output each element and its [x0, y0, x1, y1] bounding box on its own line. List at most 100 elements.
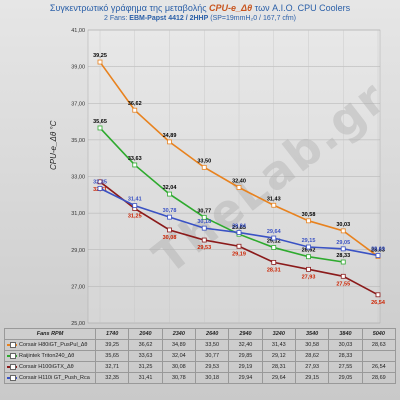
data-label: 34,89 — [163, 133, 177, 139]
data-point — [306, 218, 311, 224]
table-header-cell: 1740 — [94, 328, 130, 340]
data-label: 29,12 — [267, 239, 281, 245]
data-point — [306, 254, 311, 260]
table-cell: 30,08 — [161, 361, 196, 373]
table-cell: 29,05 — [328, 372, 363, 384]
legend-series-name: Corsair H100iGTX_Δθ — [4, 361, 96, 373]
data-point — [97, 125, 103, 131]
data-label: 30,03 — [336, 222, 350, 228]
data-label: 30,58 — [302, 212, 316, 218]
data-label: 30,18 — [197, 219, 211, 225]
data-label: 35,65 — [93, 119, 107, 125]
data-point — [340, 259, 346, 265]
data-label: 32,04 — [163, 185, 178, 191]
data-label: 26,54 — [371, 300, 386, 306]
table-cell — [361, 350, 397, 362]
table-cell: 28,63 — [361, 339, 397, 351]
data-label: 29,15 — [302, 238, 316, 244]
data-point — [236, 185, 242, 190]
table-cell: 28,69 — [361, 372, 397, 384]
data-point — [97, 179, 103, 185]
table-header-cell: 3240 — [261, 328, 296, 340]
data-point — [306, 244, 311, 250]
table-header-cell: 2040 — [128, 328, 163, 340]
table-header-cell: 3540 — [294, 328, 330, 340]
data-label: 29,94 — [232, 224, 247, 230]
data-point — [340, 273, 346, 279]
table-cell: 27,93 — [294, 361, 330, 373]
table-cell: 26,54 — [361, 361, 397, 373]
data-point — [132, 107, 138, 113]
data-label: 28,62 — [302, 248, 316, 254]
table-cell: 28,33 — [328, 350, 363, 362]
data-label: 28,33 — [336, 253, 350, 259]
table-header-cell: 2940 — [228, 328, 263, 340]
table-cell: 29,94 — [228, 372, 263, 384]
data-label: 29,19 — [232, 251, 246, 257]
table-cell: 36,62 — [128, 339, 163, 351]
data-point — [201, 164, 207, 170]
data-label: 31,43 — [267, 196, 281, 202]
data-label: 29,85 — [232, 225, 246, 231]
data-label: 28,31 — [267, 267, 281, 273]
data-label: 30,77 — [197, 208, 211, 214]
data-label: 27,93 — [302, 274, 316, 280]
data-point — [201, 225, 207, 231]
legend-swatch — [7, 364, 17, 371]
table-cell: 29,64 — [261, 372, 296, 384]
data-label: 33,63 — [128, 156, 142, 162]
table-cell: 30,58 — [294, 339, 330, 351]
legend-swatch — [7, 375, 17, 382]
y-tick-label: 31,00 — [71, 211, 85, 217]
data-label: 32,35 — [93, 179, 107, 185]
table-cell: 32,35 — [94, 372, 130, 384]
chart-title-emphasis: CPU-e_Δθ — [209, 3, 253, 13]
data-point — [167, 139, 172, 145]
table-cell: 31,25 — [128, 361, 163, 373]
data-point — [340, 228, 346, 234]
data-point — [306, 266, 311, 272]
data-point — [201, 237, 207, 243]
data-label: 29,53 — [197, 245, 211, 251]
table-header-cell: 2340 — [161, 328, 196, 340]
table-cell: 32,71 — [94, 361, 130, 373]
table-cell: 31,41 — [128, 372, 163, 384]
data-label: 36,62 — [128, 101, 142, 107]
line-chart: 25,00 27,00 29,00 31,00 33,00 35,00 37,00 39,00… — [71, 28, 386, 327]
data-label: 29,05 — [336, 240, 350, 246]
data-point — [167, 227, 172, 233]
legend-swatch — [7, 342, 17, 349]
table-cell: 35,65 — [94, 350, 130, 362]
table-header-cell: 3840 — [328, 328, 363, 340]
table-cell: 31,43 — [261, 339, 296, 351]
data-point — [167, 214, 172, 220]
data-point — [132, 162, 138, 168]
data-label: 29,64 — [267, 229, 282, 235]
table-cell: 32,40 — [228, 339, 263, 351]
table-row: Corsair H110i GT_Push_Rca 32,35 31,41 30,78… — [4, 372, 397, 384]
data-point — [132, 203, 138, 209]
data-point — [340, 246, 346, 252]
y-tick-label: 27,00 — [71, 284, 85, 290]
table-cell: 32,04 — [161, 350, 196, 362]
data-point — [167, 191, 172, 197]
legend-series-name: Corsair H80iGT_PusPul_Δθ — [4, 339, 96, 351]
data-label: 31,41 — [128, 197, 142, 203]
data-label: 30,08 — [163, 235, 177, 241]
y-tick-label: 29,00 — [71, 248, 85, 254]
table-cell: 27,55 — [328, 361, 363, 373]
data-point — [271, 235, 277, 241]
table-cell: 29,53 — [194, 361, 230, 373]
data-point — [271, 259, 277, 265]
table-header-cell: 5040 — [361, 328, 397, 340]
table-cell: 33,50 — [194, 339, 230, 351]
table-cell: 30,78 — [161, 372, 196, 384]
chart-title: Συγκεντρωτικό γράφημα της μεταβολής CPU-… — [49, 3, 351, 13]
chart-subtitle: 2 Fans: EBM-Papst 4412 / 2HHP (SP=19mmH₂… — [103, 15, 297, 22]
table-header-row: Fans RPM 1740 2040 2340 2640 2940 3240 3… — [4, 328, 397, 340]
data-label: 33,50 — [197, 158, 211, 164]
table-cell: 30,03 — [328, 339, 363, 351]
data-point — [97, 59, 103, 65]
data-point — [375, 253, 381, 258]
